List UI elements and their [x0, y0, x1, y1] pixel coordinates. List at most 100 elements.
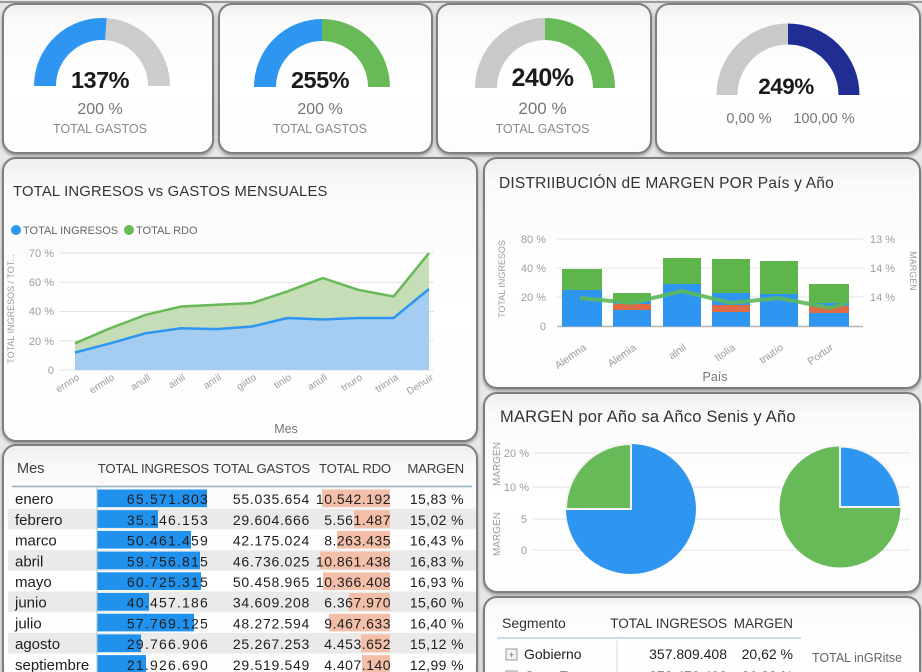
svg-text:16,43 %: 16,43 % [410, 533, 464, 549]
svg-text:20 %: 20 % [521, 292, 546, 304]
svg-text:21.926.690: 21.926.690 [127, 657, 209, 672]
svg-text:Segmento: Segmento [502, 615, 566, 631]
svg-text:giitto: giitto [235, 372, 259, 393]
svg-text:tinio: tinio [272, 372, 294, 391]
svg-text:34.609.208: 34.609.208 [233, 595, 310, 611]
svg-text:TOTAL RDO: TOTAL RDO [319, 461, 391, 476]
svg-text:20,62 %: 20,62 % [742, 646, 793, 662]
svg-text:26,82 %: 26,82 % [742, 668, 793, 672]
svg-text:mayo: mayo [15, 574, 52, 591]
svg-text:TOTAL GASTOS: TOTAL GASTOS [213, 461, 310, 476]
svg-text:65.571.803: 65.571.803 [127, 491, 209, 507]
svg-text:tnutío: tnutío [757, 342, 786, 367]
svg-text:80 %: 80 % [521, 234, 546, 246]
svg-text:29.604.666: 29.604.666 [233, 512, 310, 528]
svg-text:ernno: ernno [54, 372, 82, 395]
svg-text:15,83 %: 15,83 % [410, 491, 464, 507]
svg-text:0: 0 [521, 545, 527, 557]
svg-text:TOTAL INGRESOS: TOTAL INGRESOS [610, 616, 727, 631]
svg-text:Portur: Portur [805, 341, 836, 368]
svg-text:16,40 %: 16,40 % [410, 615, 464, 631]
svg-text:20 %: 20 % [29, 336, 54, 348]
svg-text:57.769.125: 57.769.125 [127, 615, 209, 631]
svg-text:anull: anull [129, 372, 153, 393]
svg-text:Gran Empresa: Gran Empresa [524, 668, 615, 672]
svg-text:MARGEN: MARGEN [908, 251, 918, 291]
svg-text:48.272.594: 48.272.594 [233, 615, 310, 631]
svg-text:0: 0 [540, 321, 546, 333]
svg-text:TOTAL INGRESOS: TOTAL INGRESOS [98, 461, 210, 476]
svg-text:46.736.025: 46.736.025 [233, 553, 310, 569]
svg-text:60.725.315: 60.725.315 [127, 574, 209, 590]
svg-text:TOTAL INGRESOS: TOTAL INGRESOS [23, 225, 118, 237]
svg-text:tnuro: tnuro [340, 372, 365, 394]
svg-text:16,83 %: 16,83 % [410, 553, 464, 569]
svg-text:15,60 %: 15,60 % [410, 595, 464, 611]
svg-text:10.366.408: 10.366.408 [316, 574, 391, 590]
svg-text:40 %: 40 % [521, 263, 546, 275]
svg-text:40.457.186: 40.457.186 [127, 595, 209, 611]
svg-text:8.263.435: 8.263.435 [324, 533, 391, 549]
svg-text:9.467.633: 9.467.633 [324, 615, 391, 631]
svg-text:MARGEN: MARGEN [492, 512, 503, 556]
svg-text:70 %: 70 % [29, 248, 54, 260]
svg-text:10.542.192: 10.542.192 [316, 491, 391, 507]
svg-text:29.766.906: 29.766.906 [127, 636, 209, 652]
svg-text:trinria: trinria [374, 372, 401, 395]
svg-text:5.561.487: 5.561.487 [324, 512, 391, 528]
svg-text:14 %: 14 % [870, 292, 895, 304]
svg-text:Alemia: Alemia [606, 342, 639, 370]
svg-text:60 %: 60 % [29, 277, 54, 289]
svg-text:15,02 %: 15,02 % [410, 512, 464, 528]
svg-text:4.407.140: 4.407.140 [324, 657, 391, 672]
svg-text:Mes: Mes [274, 422, 298, 436]
svg-text:MARGEN: MARGEN [734, 616, 793, 631]
svg-text:marco: marco [15, 533, 57, 550]
svg-text:6.367.970: 6.367.970 [324, 595, 391, 611]
svg-text:50.458.965: 50.458.965 [233, 574, 310, 590]
svg-text:Itolia: Itolia [713, 342, 738, 365]
svg-text:TOTAL INGRESOS: TOTAL INGRESOS [497, 240, 507, 318]
svg-text:29.519.549: 29.519.549 [233, 657, 310, 672]
svg-text:59.756.815: 59.756.815 [127, 553, 209, 569]
svg-text:16,93 %: 16,93 % [410, 574, 464, 590]
svg-text:15,12 %: 15,12 % [410, 636, 464, 652]
svg-text:País: País [702, 370, 727, 384]
svg-text:+: + [509, 650, 514, 660]
svg-text:TOTAL RDO: TOTAL RDO [136, 225, 198, 237]
svg-text:10.861.438: 10.861.438 [316, 553, 391, 569]
svg-text:Gobierno: Gobierno [524, 646, 582, 662]
svg-text:40 %: 40 % [29, 306, 54, 318]
svg-text:MARGEN: MARGEN [407, 461, 464, 476]
svg-text:14 %: 14 % [870, 263, 895, 275]
svg-text:357.809.408: 357.809.408 [649, 646, 727, 662]
svg-text:anril: anril [202, 372, 224, 392]
svg-text:20 %: 20 % [504, 448, 529, 460]
svg-text:Alemna: Alemna [553, 342, 589, 372]
svg-text:35.146.153: 35.146.153 [127, 512, 209, 528]
svg-text:anull: anull [306, 372, 330, 393]
svg-text:12,99 %: 12,99 % [410, 657, 464, 672]
svg-text:julio: julio [14, 615, 42, 632]
svg-text:55.035.654: 55.035.654 [233, 491, 310, 507]
svg-text:junio: junio [14, 595, 47, 612]
svg-text:MARGEN: MARGEN [492, 442, 503, 486]
svg-text:septiembre: septiembre [15, 657, 89, 672]
svg-text:Denuir: Denuir [405, 372, 436, 398]
svg-text:ainil: ainil [167, 372, 188, 391]
svg-text:5: 5 [521, 514, 527, 526]
svg-text:TOTAL inGRitse: TOTAL inGRitse [812, 651, 902, 665]
svg-text:273.470.403: 273.470.403 [649, 668, 727, 672]
svg-text:0: 0 [48, 365, 54, 377]
svg-text:42.175.024: 42.175.024 [233, 533, 310, 549]
svg-text:13 %: 13 % [870, 234, 895, 246]
svg-text:25.267.253: 25.267.253 [233, 636, 310, 652]
svg-text:50.461.459: 50.461.459 [127, 533, 209, 549]
svg-text:TOTAL INGRESOS / TOT...: TOTAL INGRESOS / TOT... [6, 254, 16, 364]
svg-text:ermilo: ermilo [88, 372, 117, 396]
svg-text:febrero: febrero [15, 512, 63, 529]
svg-text:abril: abril [15, 553, 43, 570]
svg-text:4.453.652: 4.453.652 [324, 636, 391, 652]
svg-text:alnil: alnil [667, 342, 689, 363]
svg-text:Mes: Mes [17, 461, 44, 477]
